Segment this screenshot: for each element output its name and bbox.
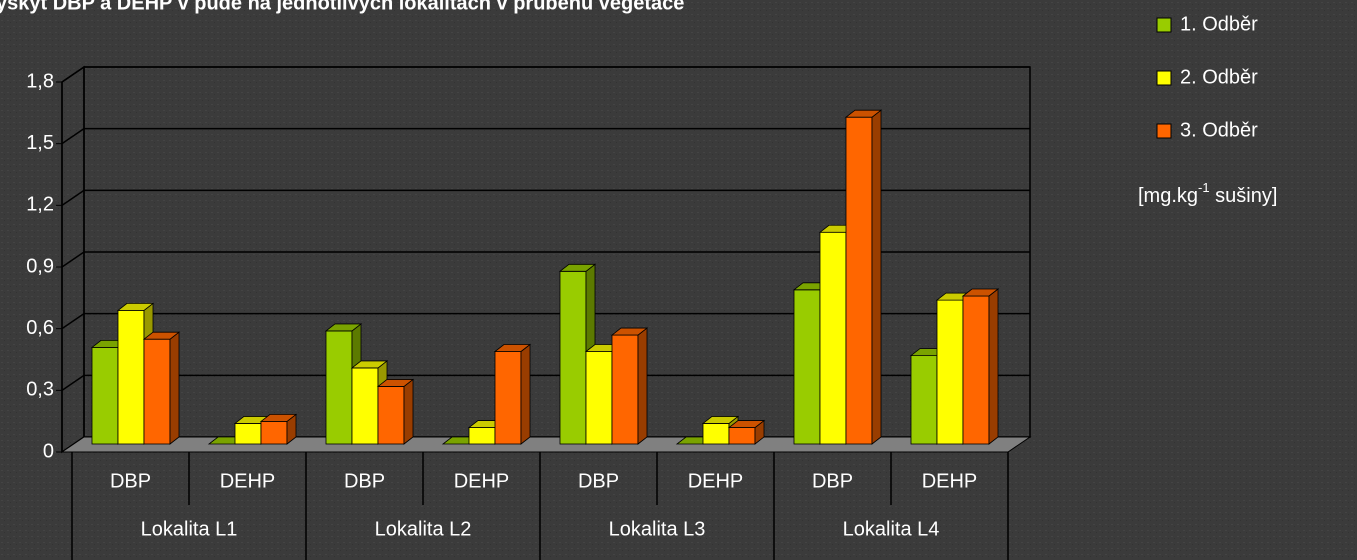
bar-front (377, 386, 405, 445)
bar-top (259, 413, 298, 422)
group-label: Lokalita L2 (375, 518, 472, 540)
bar-front (962, 295, 990, 445)
y-tick-label: 0 (43, 440, 54, 462)
legend-label: 2. Odběr (1180, 66, 1258, 88)
x-tick-label: DEHP (688, 470, 744, 492)
bar (142, 331, 181, 445)
legend-label: 1. Odběr (1180, 13, 1258, 35)
group-label: Lokalita L1 (141, 518, 238, 540)
x-tick-label: DBP (578, 470, 619, 492)
bar-side (403, 378, 414, 445)
bar-front (793, 289, 821, 445)
grid-line-side (61, 66, 85, 83)
grid-line-side (61, 189, 85, 206)
grid-line-side (61, 128, 85, 145)
group-label: Lokalita L3 (609, 518, 706, 540)
bar (844, 109, 883, 445)
y-tick-label: 0,6 (26, 317, 54, 339)
bar-top (142, 331, 181, 340)
bar-front (845, 116, 873, 445)
bar-front (234, 423, 262, 445)
bar (376, 378, 415, 445)
bar-side (871, 109, 882, 445)
bar-front (702, 423, 730, 445)
grid-line-side (61, 251, 85, 268)
bar-front (936, 299, 964, 445)
y-tick-label: 1,2 (26, 194, 54, 216)
y-tick-label: 1,8 (26, 70, 54, 92)
y-tick-label: 1,5 (26, 132, 54, 154)
x-tick-label: DBP (344, 470, 385, 492)
legend-swatch (1156, 123, 1172, 139)
bar-front (819, 231, 847, 445)
bar-front (611, 334, 639, 445)
bar (493, 343, 532, 445)
bar-top (844, 109, 883, 118)
bar-side (520, 343, 531, 445)
bar-front (559, 270, 587, 445)
bar (259, 413, 298, 445)
bar-front (260, 420, 288, 445)
x-tick-label: DEHP (922, 470, 978, 492)
grid-line-side (61, 374, 85, 391)
bar-top (376, 379, 415, 387)
bar-top (701, 416, 740, 424)
bar (961, 288, 1000, 445)
bar-side (988, 288, 999, 445)
x-tick-label: DBP (812, 470, 853, 492)
x-tick-label: DEHP (220, 470, 276, 492)
bar-front (910, 355, 938, 445)
bar-front (351, 367, 379, 445)
bar-front (494, 351, 522, 445)
legend-label: 3. Odběr (1180, 119, 1258, 141)
unit-label: [mg.kg-1 sušiny] (1138, 180, 1277, 207)
grid-line-side (61, 313, 85, 330)
bar-side (637, 327, 648, 445)
group-label: Lokalita L4 (843, 518, 940, 540)
bar-top (116, 302, 155, 311)
bar (727, 419, 766, 445)
floor (60, 436, 1032, 453)
bar-side (169, 331, 180, 445)
bar-front (91, 346, 119, 445)
bar-top (350, 360, 389, 369)
bar-top (610, 327, 649, 336)
bar-top (558, 263, 597, 272)
bar-front (117, 309, 145, 445)
bar-front (468, 427, 496, 445)
bar-front (325, 330, 353, 445)
bar-top (324, 323, 363, 332)
chart-title: ýskyt DBP a DEHP v půdě na jednotlivých … (0, 0, 684, 14)
legend-swatch (1156, 17, 1172, 33)
bar-top (961, 288, 1000, 297)
x-tick-label: DEHP (454, 470, 510, 492)
bar-top (727, 420, 766, 428)
bar-front (143, 338, 171, 445)
x-tick-label: DBP (110, 470, 151, 492)
bar-front (728, 427, 756, 445)
y-tick-label: 0,3 (26, 379, 54, 401)
bar-front (585, 351, 613, 445)
bar (610, 327, 649, 445)
y-tick-label: 0,9 (26, 255, 54, 277)
legend-swatch (1156, 70, 1172, 86)
bar-top (493, 344, 532, 352)
